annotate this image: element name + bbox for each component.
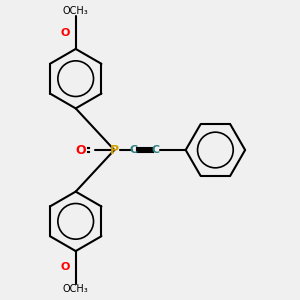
Text: O: O xyxy=(76,143,86,157)
Text: OCH₃: OCH₃ xyxy=(63,284,88,294)
Text: P: P xyxy=(110,143,119,157)
Text: O: O xyxy=(61,262,70,272)
Text: C: C xyxy=(152,145,160,155)
Text: C: C xyxy=(130,145,138,155)
Text: O: O xyxy=(61,28,70,38)
Text: OCH₃: OCH₃ xyxy=(63,6,88,16)
